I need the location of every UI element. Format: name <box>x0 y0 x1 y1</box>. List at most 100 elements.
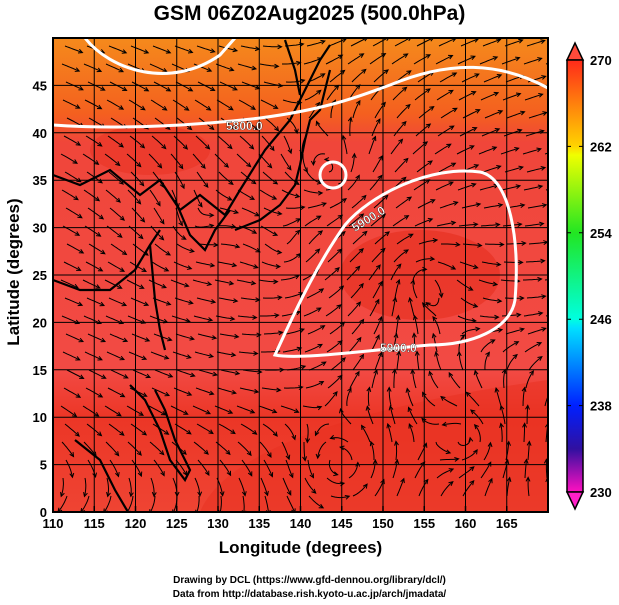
streamline <box>551 113 568 118</box>
streamline-arrow <box>227 196 233 201</box>
streamline-arrow <box>317 190 324 196</box>
streamline <box>479 56 497 65</box>
streamline-arrow <box>69 472 75 479</box>
streamline-arrow <box>540 165 547 171</box>
streamline <box>151 387 169 396</box>
streamline <box>373 317 382 335</box>
streamline-arrow <box>257 369 263 375</box>
streamline <box>393 250 408 263</box>
streamline-arrow <box>232 86 238 91</box>
streamline <box>351 195 366 209</box>
streamline-arrow <box>230 352 237 358</box>
streamline-arrow <box>344 495 351 500</box>
streamline-arrow <box>143 250 149 256</box>
streamline-arrow <box>317 343 323 349</box>
streamline-arrow <box>211 335 218 340</box>
streamline <box>128 225 143 239</box>
streamline <box>414 462 425 479</box>
streamline <box>459 127 476 137</box>
streamline <box>396 234 413 245</box>
streamline <box>82 279 100 289</box>
streamline <box>170 153 183 168</box>
streamline <box>197 81 214 91</box>
streamline-arrow <box>320 73 326 78</box>
streamline-arrow <box>232 298 239 304</box>
streamline-arrow <box>355 84 361 90</box>
streamline-arrow <box>332 391 338 397</box>
streamline <box>194 477 201 495</box>
streamline-arrow <box>197 202 203 208</box>
streamline <box>480 92 498 101</box>
streamline-arrow <box>96 104 103 110</box>
streamline-arrow <box>136 199 142 205</box>
streamline-arrow <box>472 303 479 308</box>
streamline <box>441 396 458 407</box>
streamline-arrow <box>291 508 296 512</box>
streamline <box>458 223 477 227</box>
streamline <box>440 108 457 119</box>
streamline-arrow <box>491 146 498 151</box>
streamline <box>282 477 291 495</box>
streamline-arrow <box>411 332 417 338</box>
streamline <box>480 462 491 479</box>
streamline <box>393 370 396 389</box>
streamline-arrow <box>100 249 106 255</box>
streamline-arrow <box>187 125 193 131</box>
streamline-arrow <box>315 248 321 254</box>
streamline-arrow <box>361 194 367 200</box>
streamline <box>459 261 477 268</box>
colorbar: 270 262 254 246 238 230 <box>565 41 612 511</box>
streamline-arrow <box>204 470 210 477</box>
streamline-arrow <box>408 296 413 303</box>
streamline-arrow <box>253 264 259 269</box>
streamline <box>434 279 442 297</box>
streamline-arrow <box>253 350 259 356</box>
streamline <box>263 81 282 87</box>
streamline-arrow <box>541 203 548 208</box>
x-axis-label: Longitude (degrees) <box>218 538 383 557</box>
streamline-arrow <box>427 217 434 223</box>
streamline <box>392 460 398 479</box>
streamline-arrow <box>473 222 479 227</box>
streamline <box>153 459 165 475</box>
streamline <box>108 45 126 53</box>
streamline-arrow <box>318 288 325 294</box>
streamline <box>239 387 258 393</box>
streamline <box>109 207 124 220</box>
streamline <box>214 279 233 285</box>
streamline <box>87 207 103 219</box>
streamline <box>152 423 168 435</box>
streamline <box>439 202 457 209</box>
streamline-arrow <box>337 54 344 60</box>
streamline-arrow <box>213 242 219 248</box>
streamline <box>242 369 261 373</box>
streamline <box>369 53 385 65</box>
streamline-arrow <box>116 411 122 417</box>
streamline-arrow <box>518 165 524 171</box>
streamline <box>283 254 300 263</box>
streamline <box>215 315 234 320</box>
streamline-arrow <box>492 281 499 287</box>
streamline-arrow <box>380 52 387 58</box>
streamline <box>412 268 426 281</box>
streamline-arrow <box>302 456 307 462</box>
streamline <box>416 352 420 371</box>
streamline <box>523 424 526 443</box>
streamline <box>461 450 477 461</box>
streamline <box>260 477 268 495</box>
streamline-arrow <box>450 265 457 270</box>
streamline-arrow <box>429 256 436 262</box>
streamline-arrow <box>471 182 477 188</box>
streamline-arrow <box>420 461 426 467</box>
streamline <box>153 207 164 224</box>
streamline-arrow <box>403 157 409 163</box>
streamline <box>149 441 164 455</box>
streamline <box>549 168 566 172</box>
streamline-arrow <box>162 318 169 324</box>
streamline-arrow <box>225 449 231 456</box>
streamline-arrow <box>422 266 428 272</box>
streamline <box>478 279 497 285</box>
streamline <box>440 482 453 497</box>
streamline <box>361 426 371 443</box>
streamline-arrow <box>317 57 323 62</box>
